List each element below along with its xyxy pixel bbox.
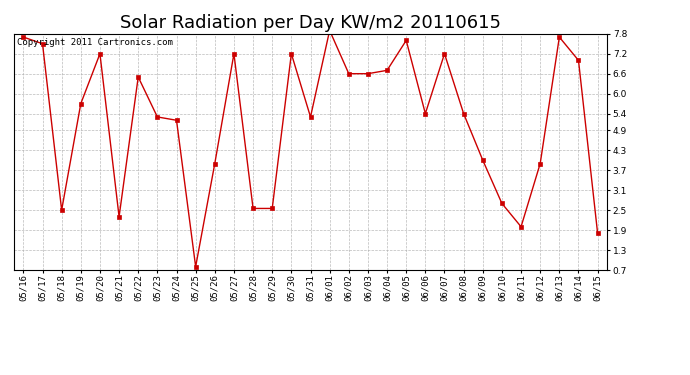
Text: Copyright 2011 Cartronics.com: Copyright 2011 Cartronics.com: [17, 39, 172, 48]
Title: Solar Radiation per Day KW/m2 20110615: Solar Radiation per Day KW/m2 20110615: [120, 14, 501, 32]
